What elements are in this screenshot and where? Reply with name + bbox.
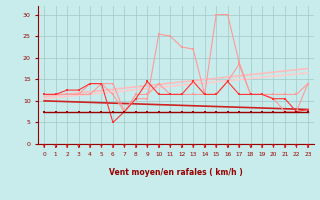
X-axis label: Vent moyen/en rafales ( km/h ): Vent moyen/en rafales ( km/h ) [109, 168, 243, 177]
